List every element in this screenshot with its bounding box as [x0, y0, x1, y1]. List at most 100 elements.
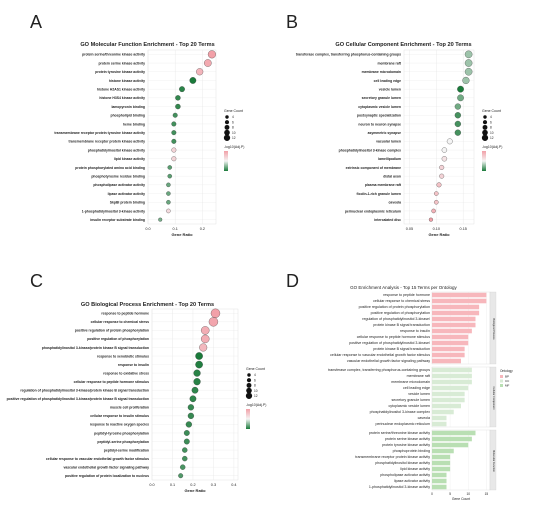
data-point-b	[441, 147, 448, 153]
data-point-b	[454, 129, 461, 136]
y-tick-label-c: response to peptide hormone	[101, 312, 149, 316]
plot-area-a	[147, 49, 217, 225]
legend-size-label-a: 8	[232, 126, 234, 130]
y-tick-label-d: vascular endothelial growth factor signa…	[347, 359, 430, 363]
bar-d	[432, 478, 447, 484]
data-point-b	[441, 156, 448, 162]
data-point-b	[454, 120, 461, 128]
y-tick-label-b: vacuolar lumen	[376, 140, 401, 144]
data-point-b	[439, 164, 445, 170]
facet-strip-d	[489, 366, 497, 428]
data-point-a	[207, 50, 216, 59]
data-point-a	[172, 112, 178, 118]
data-point-c	[185, 421, 192, 428]
data-point-c	[183, 430, 190, 436]
bar-d	[432, 385, 469, 391]
legend-size-label-a: 10	[232, 131, 236, 135]
bar-d	[432, 310, 480, 316]
legend-swatch-d	[500, 375, 503, 378]
y-tick-label-a: phosphotyrosine residue binding	[91, 174, 145, 178]
x-tick-label-c: 0.4	[231, 483, 236, 487]
y-tick-label-c: peptidyl-tyrosine phosphorylation	[94, 431, 149, 435]
legend-size-dot-b	[482, 124, 488, 130]
y-tick-label-c: phosphatidylinositol 3-kinase/protein ki…	[42, 346, 149, 350]
y-tick-label-c: response to reactive oxygen species	[90, 423, 149, 427]
legend-size-dot-a	[224, 120, 230, 125]
data-point-a	[171, 138, 177, 144]
bar-d	[432, 328, 472, 334]
legend-size-title-b: Gene Count	[482, 109, 501, 113]
y-tick-label-c: response to xenobiotic stimulus	[97, 354, 149, 358]
data-point-c	[187, 412, 195, 419]
y-tick-label-c: positive regulation of protein phosphory…	[75, 329, 149, 333]
data-point-c	[195, 352, 203, 360]
y-tick-label-d: protein serine kinase activity	[385, 437, 430, 441]
y-tick-label-d: cellular response to chemical stress	[373, 299, 430, 303]
data-point-a	[189, 77, 197, 84]
legend-size-dot-c	[246, 378, 252, 383]
y-tick-label-b: cytoplasmic vesicle lumen	[358, 105, 401, 109]
data-point-b	[464, 50, 473, 59]
x-tick-label-d: 15	[485, 492, 489, 496]
legend-size-dot-b	[482, 120, 488, 125]
chart-title-a: GO Molecular Function Enrichment - Top 2…	[80, 42, 215, 48]
bar-d	[432, 379, 472, 385]
bar-d	[432, 346, 465, 352]
y-tick-label-a: insulin receptor substrate binding	[90, 218, 145, 222]
legend-swatch-d	[500, 384, 503, 387]
y-tick-label-b: asymmetric synapse	[368, 131, 401, 135]
chart-title-d: GO Enrichment Analysis - Top 15 Terms pe…	[350, 285, 457, 290]
legend-size-title-a: Gene Count	[224, 109, 243, 113]
y-tick-label-a: phospholipase activator activity	[93, 183, 145, 187]
data-point-a	[171, 130, 177, 136]
plot-area-b	[403, 49, 475, 225]
legend-size-dot-a	[224, 129, 230, 136]
x-tick-label-a: 0.2	[200, 227, 205, 231]
y-tick-label-d: positive regulation of protein phosphory…	[359, 305, 430, 309]
data-point-a	[166, 191, 171, 196]
y-tick-label-b: intercalated disc	[374, 218, 401, 222]
legend-size-label-b: 4	[490, 115, 492, 119]
y-tick-label-d: lipase activator activity	[394, 479, 430, 483]
legend-title-d: Ontology	[500, 369, 513, 373]
bar-d	[432, 397, 465, 403]
y-tick-label-d: protein kinase B signal transduction	[373, 323, 430, 327]
data-point-b	[439, 173, 445, 179]
x-tick-label-b: 0.10	[433, 227, 440, 231]
data-point-a	[166, 208, 171, 214]
bar-d	[432, 316, 476, 322]
facet-label-d: Cellular Component	[492, 387, 496, 410]
y-tick-label-d: regulation of phosphatidylinositol 3-kin…	[362, 317, 430, 321]
data-point-c	[180, 464, 186, 470]
data-point-a	[196, 68, 204, 76]
data-point-a	[166, 200, 171, 205]
data-point-b	[434, 200, 439, 205]
y-tick-label-d: perinuclear endoplasmic reticulum	[375, 422, 430, 426]
y-tick-label-c: response to oxidative stress	[103, 371, 149, 375]
y-tick-label-d: phosphatidylinositol kinase activity	[375, 461, 430, 465]
x-axis-label-b: Gene Ratio	[428, 232, 450, 237]
bar-d	[432, 352, 465, 358]
y-tick-label-b: vesicle lumen	[379, 87, 401, 91]
data-point-a	[166, 182, 171, 188]
y-tick-label-c: muscle cell proliferation	[110, 406, 149, 410]
y-tick-label-d: transmembrane receptor protein kinase ac…	[355, 455, 430, 459]
legend-color-bar-c	[246, 409, 250, 429]
y-tick-label-d: cell leading edge	[403, 386, 430, 390]
y-tick-label-a: phospholipid binding	[111, 114, 145, 118]
bar-d	[432, 340, 469, 346]
y-tick-label-a: protein serine/threonine kinase activity	[82, 53, 145, 57]
bar-d	[432, 466, 451, 472]
y-tick-label-a: 1-phosphatidylinositol 3-kinase activity	[82, 209, 145, 213]
x-axis-label-c: Gene Ratio	[184, 488, 206, 493]
x-tick-label-c: 0.0	[149, 483, 154, 487]
y-tick-label-a: lipid kinase activity	[114, 157, 145, 161]
legend-size-label-a: 6	[232, 120, 234, 124]
y-tick-label-b: plasma membrane raft	[365, 183, 402, 187]
y-tick-label-d: phospholipase activator activity	[380, 473, 430, 477]
y-tick-label-b: neuron to neuron synapse	[358, 122, 401, 126]
chart-title-c: GO Biological Process Enrichment - Top 2…	[80, 302, 215, 308]
y-tick-label-b: postsynaptic specialization	[357, 114, 401, 118]
legend-size-dot-b	[483, 115, 487, 119]
bar-d	[432, 430, 476, 436]
